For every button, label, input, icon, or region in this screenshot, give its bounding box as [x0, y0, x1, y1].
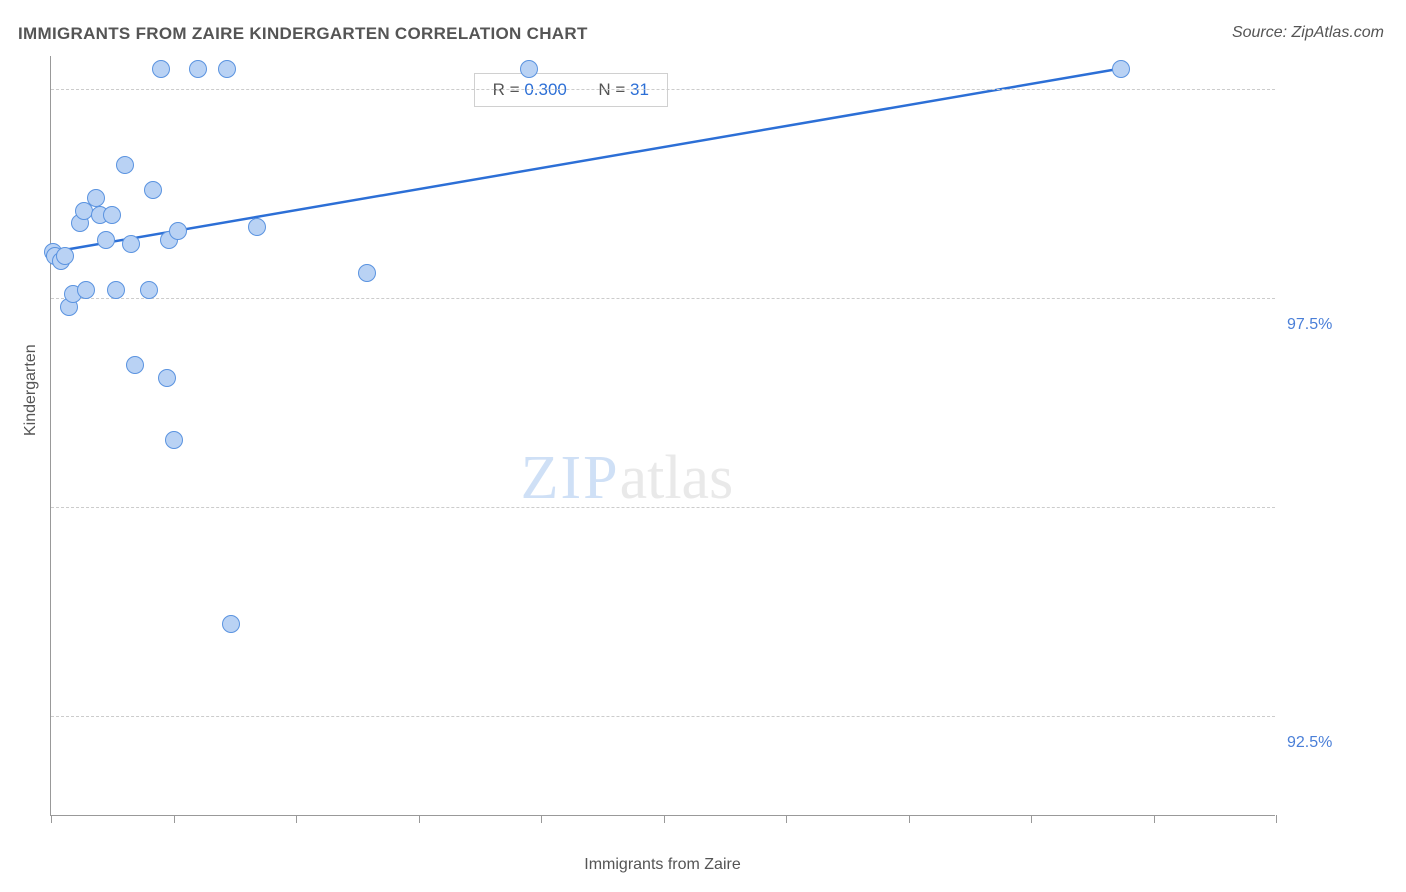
gridline [51, 298, 1275, 299]
x-tick [51, 815, 52, 823]
scatter-point [97, 231, 115, 249]
scatter-point [222, 615, 240, 633]
x-tick [296, 815, 297, 823]
gridline [51, 716, 1275, 717]
scatter-point [56, 247, 74, 265]
scatter-point [144, 181, 162, 199]
scatter-point [520, 60, 538, 78]
gridline [51, 507, 1275, 508]
scatter-point [218, 60, 236, 78]
scatter-point [87, 189, 105, 207]
trend-line-layer [51, 56, 1275, 815]
scatter-point [103, 206, 121, 224]
scatter-point [1112, 60, 1130, 78]
y-tick-label: 97.5% [1287, 316, 1332, 334]
x-tick [1154, 815, 1155, 823]
x-tick [419, 815, 420, 823]
x-tick [1276, 815, 1277, 823]
scatter-point [116, 156, 134, 174]
scatter-point [248, 218, 266, 236]
scatter-point [152, 60, 170, 78]
scatter-point [158, 369, 176, 387]
scatter-point [140, 281, 158, 299]
scatter-point [122, 235, 140, 253]
scatter-point [107, 281, 125, 299]
gridline [51, 89, 1275, 90]
x-tick [664, 815, 665, 823]
x-tick [786, 815, 787, 823]
chart-title: IMMIGRANTS FROM ZAIRE KINDERGARTEN CORRE… [18, 24, 588, 44]
scatter-point [169, 222, 187, 240]
source-attribution: Source: ZipAtlas.com [1232, 24, 1384, 42]
x-tick [174, 815, 175, 823]
scatter-point [126, 356, 144, 374]
x-tick [1031, 815, 1032, 823]
x-tick [909, 815, 910, 823]
scatter-point [165, 431, 183, 449]
y-tick-label: 92.5% [1287, 734, 1332, 752]
x-axis-label: Immigrants from Zaire [50, 856, 1275, 874]
y-axis-label: Kindergarten [22, 344, 40, 436]
x-tick [541, 815, 542, 823]
scatter-plot-area: ZIPatlas R = 0.300 N = 31 [50, 56, 1275, 816]
scatter-point [189, 60, 207, 78]
scatter-point [358, 264, 376, 282]
scatter-point [77, 281, 95, 299]
